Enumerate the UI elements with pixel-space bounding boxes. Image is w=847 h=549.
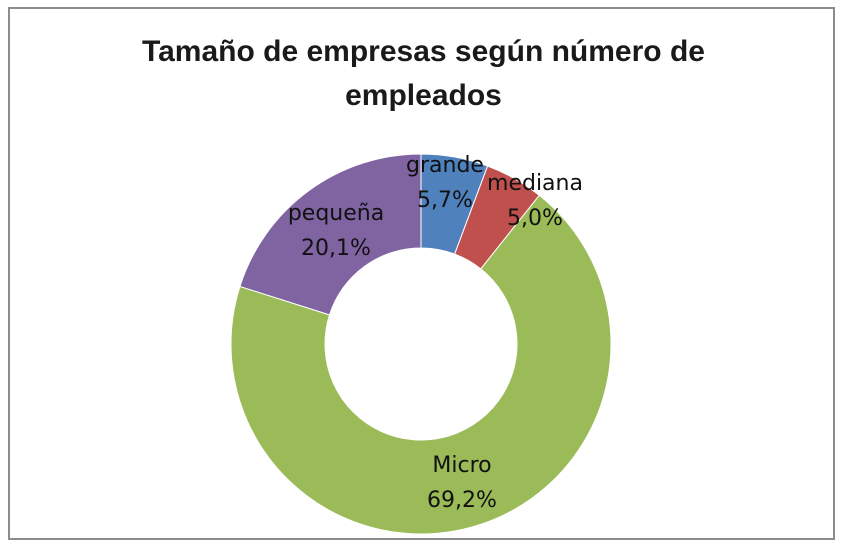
slice-value-grande: 5,7%: [417, 188, 473, 213]
slice-micro: [230, 194, 612, 535]
slice-pequeña: [239, 153, 422, 316]
chart-title-line-1: Tamaño de empresas según número de: [142, 35, 705, 68]
chart-title: Tamaño de empresas según número de emple…: [0, 30, 847, 118]
slice-value-micro: 69,2%: [427, 488, 497, 513]
slice-value-pequeña: 20,1%: [301, 236, 371, 261]
chart-title-line-2: empleados: [345, 79, 502, 112]
slice-label-mediana: mediana: [487, 171, 583, 196]
slice-label-grande: grande: [406, 153, 484, 178]
slice-label-micro: Micro: [432, 453, 491, 478]
slice-value-mediana: 5,0%: [507, 206, 563, 231]
slice-label-pequeña: pequeña: [288, 201, 384, 226]
